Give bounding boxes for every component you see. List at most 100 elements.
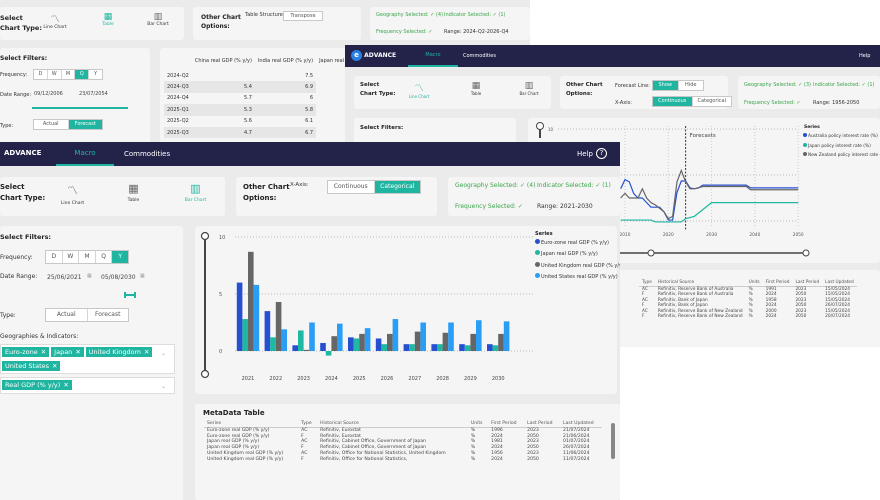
bar[interactable] <box>487 344 493 351</box>
actual-option[interactable]: Actual <box>34 120 69 129</box>
frequency-option-q[interactable]: Q <box>75 70 90 79</box>
bar[interactable] <box>320 343 326 351</box>
bar[interactable] <box>498 333 504 351</box>
selected-chip[interactable]: United States ✕ <box>2 361 61 371</box>
bar[interactable] <box>503 321 510 351</box>
bar[interactable] <box>292 345 298 351</box>
line-chart-button[interactable]: 〽 Line Chart <box>55 182 90 206</box>
bar[interactable] <box>442 332 449 351</box>
actual-option[interactable]: Actual <box>46 309 88 321</box>
bar[interactable] <box>470 333 476 351</box>
bar[interactable] <box>420 322 426 352</box>
bar[interactable] <box>337 323 343 351</box>
tab-commodities[interactable]: Commodities <box>124 150 171 158</box>
bar[interactable] <box>431 344 437 351</box>
frequency-option-m[interactable]: M <box>79 251 96 263</box>
table-button[interactable]: ▦ Table <box>93 12 123 27</box>
bar[interactable] <box>359 333 365 351</box>
selected-chip[interactable]: Real GDP (% y/y) ✕ <box>2 380 72 390</box>
bar-chart-button[interactable]: ▥ Bar Chart <box>178 182 213 203</box>
start-date-input[interactable]: 25/06/2021 <box>43 271 93 286</box>
date-range-slider-handle[interactable] <box>124 292 136 298</box>
bar[interactable] <box>303 349 310 351</box>
bar[interactable] <box>364 328 371 351</box>
type-selector[interactable]: Actual Forecast <box>33 119 103 130</box>
legend-item[interactable]: Japan real GDP (% y/y) <box>535 249 620 260</box>
selected-chip[interactable]: United Kingdom ✕ <box>85 347 153 357</box>
continuous-option[interactable]: Continuous <box>328 181 375 193</box>
x-axis-toggle[interactable]: Continuous Categorical <box>652 96 732 107</box>
start-date-input[interactable]: 09/12/2006 <box>32 88 74 101</box>
remove-icon[interactable]: ✕ <box>63 381 69 389</box>
bar[interactable] <box>414 331 421 351</box>
bar[interactable] <box>348 337 354 351</box>
bar[interactable] <box>353 338 360 351</box>
slider-handle[interactable] <box>536 122 544 130</box>
line-chart-button[interactable]: 〽 Line Chart <box>404 81 434 99</box>
slider-handle[interactable] <box>200 231 210 241</box>
frequency-option-y[interactable]: Y <box>112 251 128 263</box>
legend-item[interactable]: United States real GDP (% y/y) <box>535 272 620 283</box>
line-chart-button[interactable]: 〽 Line Chart <box>40 12 70 30</box>
forecast-option[interactable]: Forecast <box>68 120 102 129</box>
forecast-option[interactable]: Forecast <box>95 311 121 318</box>
transpose-button[interactable]: Transpose <box>283 11 323 21</box>
frequency-option-y[interactable]: Y <box>94 71 98 77</box>
bar[interactable] <box>242 319 248 351</box>
bar[interactable] <box>236 282 243 351</box>
help-icon[interactable]: ? <box>596 148 607 159</box>
bar[interactable] <box>298 330 304 351</box>
bar[interactable] <box>381 344 387 351</box>
bar[interactable] <box>275 301 282 351</box>
continuous-option[interactable]: Continuous <box>653 97 693 106</box>
show-option[interactable]: Show <box>653 81 679 90</box>
bar[interactable] <box>325 351 332 356</box>
slider-handle[interactable] <box>200 369 210 379</box>
series-line[interactable] <box>620 178 799 221</box>
bar[interactable] <box>437 344 443 351</box>
series-line[interactable] <box>620 168 799 220</box>
bar[interactable] <box>270 337 276 351</box>
bar-chart-button[interactable]: ▥ Bar Chart <box>514 81 544 96</box>
indicators-select[interactable]: Real GDP (% y/y) ✕ ⌄ <box>0 377 175 394</box>
metadata-scrollbar[interactable] <box>611 423 615 459</box>
bar[interactable] <box>387 333 393 351</box>
tab-commodities[interactable]: Commodities <box>463 53 496 59</box>
hide-option[interactable]: Hide <box>685 82 697 88</box>
frequency-option-d[interactable]: D <box>34 70 48 79</box>
chevron-down-icon[interactable]: ⌄ <box>160 383 166 390</box>
bar[interactable] <box>331 336 337 351</box>
forecast-line-toggle[interactable]: Show Hide <box>652 80 704 91</box>
legend-item[interactable]: Australia policy interest rate (%) <box>803 132 880 142</box>
remove-icon[interactable]: ✕ <box>75 348 81 356</box>
legend-item[interactable]: United Kingdom real GDP (% y/y) <box>535 261 620 272</box>
bar[interactable] <box>403 344 410 351</box>
slider-handle[interactable] <box>802 249 810 257</box>
table-button[interactable]: ▦ Table <box>116 182 151 203</box>
bar[interactable] <box>476 320 482 351</box>
geographies-select[interactable]: Euro-zone ✕ Japan ✕ United Kingdom ✕ United St… <box>0 344 175 374</box>
end-date-input[interactable]: 05/08/2030 <box>97 271 147 286</box>
bar[interactable] <box>281 329 287 351</box>
frequency-option-q[interactable]: Q <box>96 251 113 263</box>
remove-icon[interactable]: ✕ <box>40 348 47 356</box>
x-axis-toggle[interactable]: Continuous Categorical <box>327 180 421 194</box>
bar[interactable] <box>464 345 471 351</box>
tab-macro[interactable]: Macro <box>56 142 114 166</box>
selected-chip[interactable]: Japan ✕ <box>51 347 84 357</box>
remove-icon[interactable]: ✕ <box>143 348 150 356</box>
bar[interactable] <box>392 319 399 351</box>
series-line[interactable] <box>620 201 799 223</box>
selected-chip[interactable]: Euro-zone ✕ <box>2 347 50 357</box>
slider-handle[interactable] <box>647 249 655 257</box>
date-range-slider[interactable] <box>32 107 128 109</box>
end-date-input[interactable]: 23/07/2054 <box>77 88 119 101</box>
type-selector[interactable]: Actual Forecast <box>45 308 129 322</box>
table-button[interactable]: ▦ Table <box>461 81 491 96</box>
chevron-down-icon[interactable]: ⌄ <box>160 350 166 357</box>
bar[interactable] <box>309 322 315 352</box>
legend-item[interactable]: Euro-zone real GDP (% y/y) <box>535 238 620 249</box>
legend-item[interactable]: Japan policy interest rate (%) <box>803 142 880 152</box>
